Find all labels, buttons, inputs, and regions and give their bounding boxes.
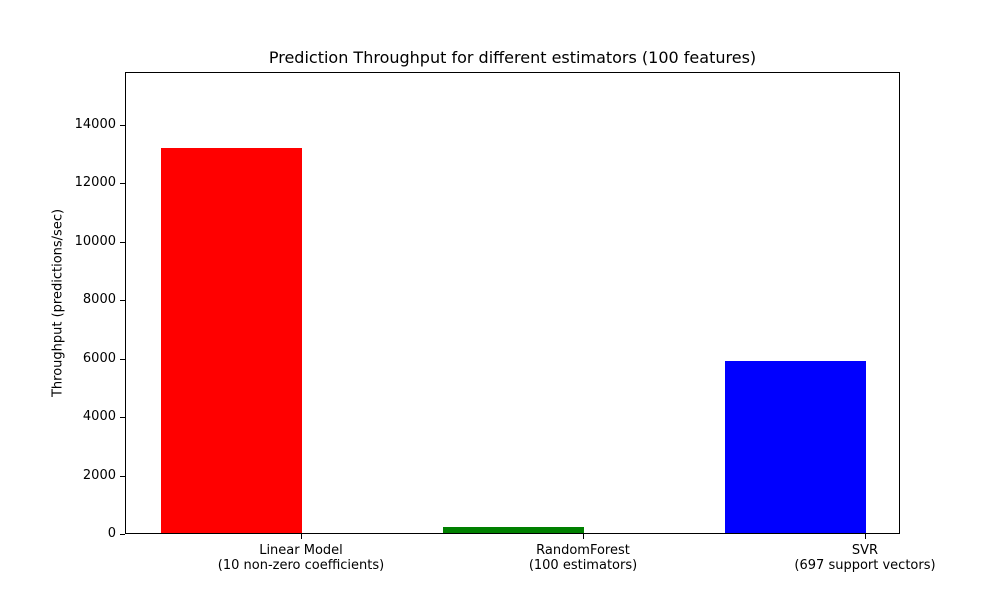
chart-title: Prediction Throughput for different esti… bbox=[268, 48, 757, 67]
y-tick-label: 6000 bbox=[82, 350, 116, 366]
y-tick-mark bbox=[120, 300, 125, 302]
x-tick-label-line: (697 support vectors) bbox=[794, 558, 936, 573]
x-tick-label-line: (100 estimators) bbox=[528, 558, 638, 573]
y-tick-mark bbox=[120, 417, 125, 419]
y-tick-label: 0 bbox=[107, 526, 116, 541]
y-tick-label: 10000 bbox=[74, 233, 116, 249]
y-tick-label: 14000 bbox=[74, 117, 116, 132]
bar bbox=[443, 527, 584, 533]
x-tick-label-line: RandomForest bbox=[536, 543, 630, 558]
x-tick-label: Linear Model (10 non-zero coefficients) bbox=[181, 543, 421, 573]
y-tick-label: 12000 bbox=[74, 175, 116, 191]
y-tick-mark bbox=[120, 183, 125, 185]
plot-area bbox=[125, 72, 900, 534]
y-tick-label: 8000 bbox=[82, 292, 116, 308]
x-tick-mark bbox=[865, 534, 866, 539]
y-tick-label: 2000 bbox=[82, 467, 116, 483]
x-tick-label-line: SVR bbox=[851, 543, 879, 558]
y-tick-mark bbox=[120, 475, 125, 477]
y-tick-label: 4000 bbox=[82, 409, 116, 425]
y-tick-mark bbox=[120, 534, 125, 535]
x-tick-label-line: Linear Model bbox=[259, 543, 343, 558]
y-tick-mark bbox=[120, 241, 125, 243]
y-tick-mark bbox=[120, 358, 125, 360]
bar bbox=[161, 147, 302, 533]
x-tick-mark bbox=[583, 534, 584, 539]
x-tick-label: SVR (697 support vectors) bbox=[745, 543, 985, 573]
bar bbox=[725, 360, 866, 533]
y-tick-mark bbox=[120, 125, 125, 126]
x-tick-label-line: (10 non-zero coefficients) bbox=[217, 558, 385, 573]
x-tick-label: RandomForest (100 estimators) bbox=[463, 543, 703, 573]
x-tick-mark bbox=[301, 534, 302, 539]
